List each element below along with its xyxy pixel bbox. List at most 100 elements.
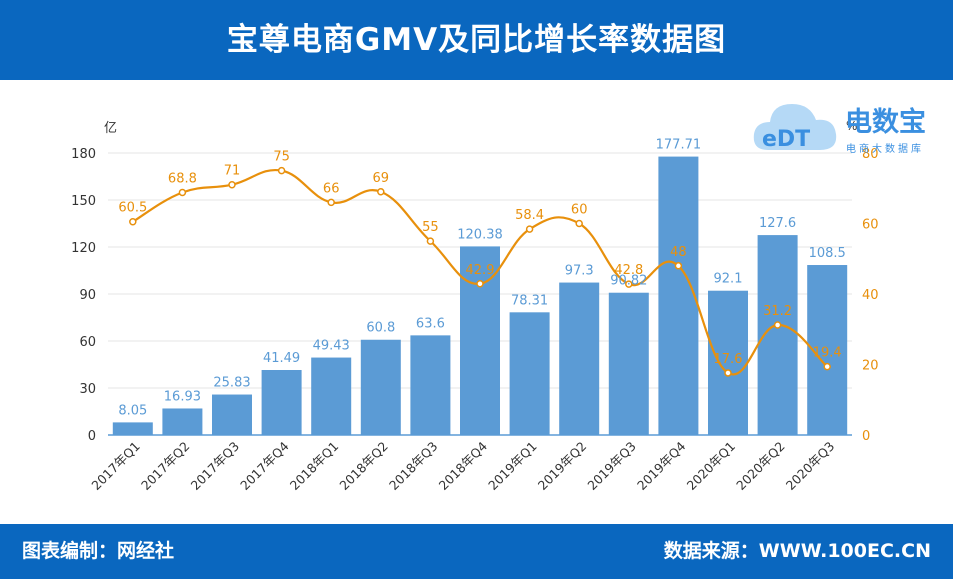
y-right-axis-unit: % [846,119,857,133]
bar [410,335,451,435]
line-data-label: 42.8 [614,263,643,278]
line-point [625,280,633,288]
y-tick-label: 90 [79,288,96,303]
logo-subtitle: 电商大数据库 [846,144,924,155]
y-right-tick-label: 80 [862,147,879,162]
line-data-label: 71 [224,164,241,179]
y-tick-label: 120 [71,241,96,256]
footer-banner: 图表编制：网经社 数据来源：WWW.100EC.CN [0,524,953,579]
y-right-tick-label: 60 [862,218,879,233]
line-data-label: 66 [323,181,340,196]
x-tick-label: 2018年Q3 [386,439,441,494]
line-point [674,262,683,270]
bar-data-label: 90.82 [610,274,647,289]
line-point [823,362,831,371]
line-data-label: 48 [670,245,687,260]
x-tick-label: 2017年Q1 [88,439,143,494]
line-point [228,180,236,189]
x-tick-label: 2018年Q4 [436,438,491,493]
line-data-label: 60.5 [118,201,147,216]
line-point [327,198,335,207]
bar [112,422,153,435]
x-tick-label: 2020年Q2 [733,439,788,494]
line-point [525,225,534,233]
bar [460,246,500,435]
bar [608,292,649,435]
line-point [773,321,782,329]
logo-name: 电数宝 [845,107,926,138]
line-data-label: 60 [571,203,588,218]
bar [162,408,203,435]
bar-data-label: 41.49 [263,351,300,366]
x-tick-label: 2018年Q1 [287,439,342,494]
line-data-label: 31.2 [763,304,792,319]
x-tick-label: 2017年Q2 [138,439,193,494]
line-data-label: 68.8 [168,171,197,186]
line-point [129,217,137,226]
bar-data-label: 16.93 [164,389,201,404]
y-tick-label: 60 [79,335,96,350]
x-tick-label: 2017年Q4 [237,438,292,493]
footer-source: 数据来源：WWW.100EC.CN [663,540,931,562]
bar [360,339,401,435]
bar-data-label: 108.5 [809,246,846,261]
bar-data-label: 127.6 [759,216,796,231]
bar-data-label: 78.31 [511,293,548,308]
bar [212,394,252,435]
line-data-label: 58.4 [515,208,544,223]
page-title: 宝尊电商GMV及同比增长率数据图 [226,22,727,58]
bar [311,357,352,435]
bar-data-label: 120.38 [457,227,503,242]
line-point [575,219,583,228]
growth-line [132,168,828,376]
line-data-label: 75 [273,150,290,165]
y-axis-unit: 亿 [104,121,117,136]
line-data-label: 17.6 [714,352,743,367]
chart-labels: 8.05 16.93 25.83 41.49 49.43 60.8 63.6 120.38 78… [118,138,845,419]
bar-data-label: 60.8 [366,321,395,336]
bar-data-label: 8.05 [118,403,147,418]
bar [559,282,600,435]
footer-credit: 图表编制：网经社 [22,540,175,562]
x-tick-label: 2019年Q2 [535,439,590,494]
x-tick-label: 2017年Q3 [188,439,243,494]
bar [261,369,302,435]
y-tick-label: 180 [71,147,96,162]
line-point [724,369,732,377]
bar-data-label: 49.43 [313,339,350,354]
x-tick-label: 2020年Q1 [684,439,739,494]
cloud-logo-icon: eDT [753,104,837,152]
y-tick-label: 0 [88,429,96,444]
line-data-label: 42.9 [466,263,495,278]
x-tick-label: 2019年Q3 [584,439,639,494]
line-data-label: 69 [373,171,390,186]
x-tick-label: 2018年Q2 [336,439,391,494]
line-data-label: 19.4 [813,346,842,361]
line-series [129,166,831,377]
y-right-tick-label: 40 [862,288,879,303]
bar [509,312,550,435]
header-banner: 宝尊电商GMV及同比增长率数据图 [0,0,953,80]
bar-data-label: 63.6 [416,316,445,331]
bar [658,156,699,436]
y-right-tick-label: 0 [862,429,870,444]
x-tick-label: 2019年Q4 [634,438,689,493]
bar-data-label: 25.83 [213,376,250,391]
line-data-label: 55 [422,220,439,235]
y-right-tick-label: 20 [862,359,879,374]
bar-data-label: 97.3 [565,264,594,279]
bar [708,290,748,435]
line-point [377,188,385,196]
bar-data-label: 92.1 [714,272,743,287]
logo-mark: eDT [762,127,810,152]
y-tick-label: 30 [79,382,96,397]
line-point [476,280,484,288]
bar-series [112,156,848,436]
line-point [178,188,187,197]
y-tick-label: 150 [71,194,96,209]
line-point [426,237,435,245]
x-tick-label: 2020年Q3 [783,439,838,494]
line-point [277,166,286,175]
x-tick-label: 2019年Q1 [485,439,540,494]
